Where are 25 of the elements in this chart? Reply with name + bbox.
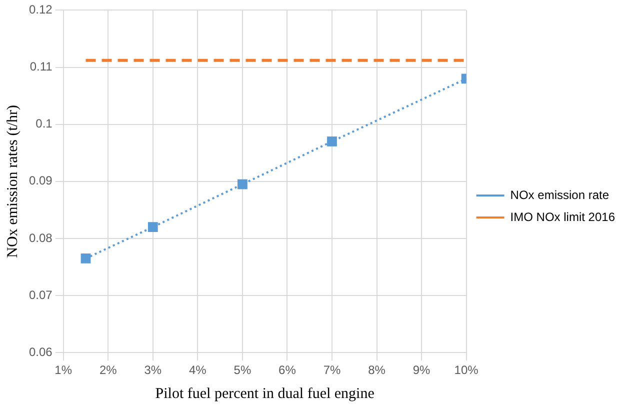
x-tick-label: 7%: [323, 363, 341, 378]
y-axis-title: NOx emission rates (t/hr): [4, 104, 21, 258]
x-tick-label: 5%: [234, 363, 252, 378]
x-tick-label: 1%: [54, 363, 72, 378]
x-axis-title: Pilot fuel percent in dual fuel engine: [155, 386, 375, 402]
y-tick-label: 0.11: [30, 60, 53, 74]
x-tick-label: 10%: [454, 363, 479, 378]
y-tick-label: 0.07: [28, 288, 53, 302]
x-tick-label: 2%: [99, 363, 118, 378]
legend-label: NOx emission rate: [510, 188, 610, 202]
x-tick-label: 4%: [189, 363, 207, 378]
y-tick-label: 0.08: [28, 230, 53, 245]
x-tick-label: 9%: [412, 363, 431, 378]
y-tick-label: 0.06: [28, 344, 53, 359]
point: [148, 222, 158, 232]
x-tick-label: 3%: [144, 363, 162, 378]
legend-label: IMO NOx limit 2016: [510, 210, 616, 224]
point: [80, 253, 91, 264]
point: [327, 136, 337, 146]
x-tick-label: 8%: [368, 363, 386, 378]
y-tick-label: 0.1: [36, 116, 53, 131]
point: [237, 179, 248, 190]
y-tick-label: 0.12: [28, 2, 53, 17]
y-tick-label: 0.09: [28, 174, 53, 188]
x-tick-label: 6%: [278, 363, 296, 378]
